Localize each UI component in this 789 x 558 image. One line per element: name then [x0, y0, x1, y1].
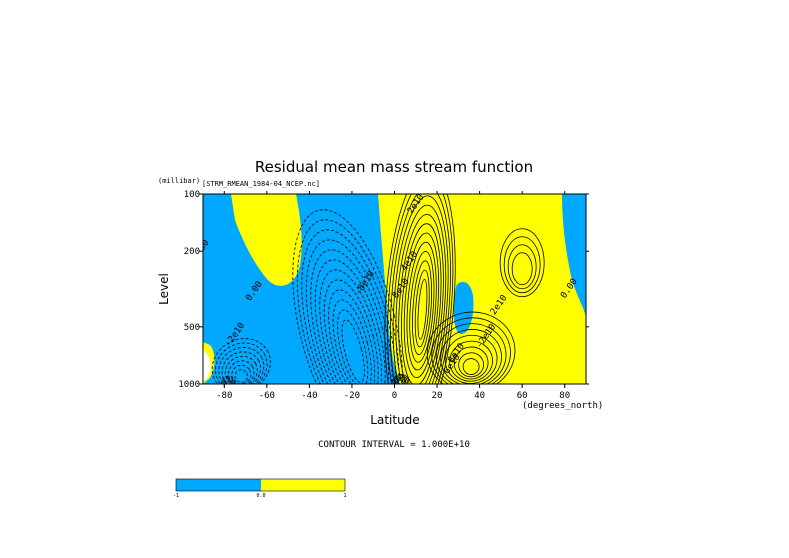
positive-contour	[384, 194, 456, 384]
contour-interval-text: CONTOUR INTERVAL = 1.000E+10	[318, 440, 470, 450]
positive-contour	[511, 252, 533, 286]
positive-contour	[449, 340, 493, 382]
negative-contour	[337, 309, 369, 384]
colorbar-positive	[261, 479, 345, 491]
negative-contour	[218, 347, 265, 384]
x-units-label: (degrees_north)	[522, 401, 603, 411]
positive-contour	[401, 223, 442, 384]
negative-contour	[310, 249, 390, 384]
colorbar-negative	[176, 479, 261, 491]
negative-contour	[221, 375, 236, 384]
negative-contour	[314, 259, 386, 384]
positive-contour	[406, 241, 437, 371]
positive-contour	[387, 194, 454, 384]
positive-contour	[403, 232, 440, 379]
contour-lines	[211, 194, 545, 384]
y-tick-label: 100	[184, 190, 200, 200]
negative-contour	[228, 360, 255, 384]
negative-region-cell	[453, 281, 474, 335]
positive-region-left	[231, 194, 302, 286]
colorbar-label-mid: 0.0	[256, 493, 265, 499]
colorbar: -1 0.0 1	[173, 478, 347, 499]
negative-contour	[211, 338, 271, 384]
x-axis-label: Latitude	[370, 413, 419, 427]
negative-contour	[221, 351, 261, 384]
chart-title: Residual mean mass stream function	[255, 158, 533, 176]
negative-contour	[224, 379, 233, 384]
colorbar-label-min: -1	[173, 493, 179, 499]
negative-contour	[301, 229, 396, 384]
x-tick-label: -80	[216, 391, 232, 401]
negative-contour	[323, 279, 379, 384]
positive-contour	[395, 376, 407, 384]
x-tick-label: -60	[259, 391, 275, 401]
negative-contour	[224, 355, 258, 384]
negative-contour	[223, 378, 234, 384]
negative-contour	[234, 369, 248, 383]
y-tick-label: 200	[184, 247, 200, 257]
positive-contour	[435, 323, 507, 384]
negative-contour	[215, 342, 268, 384]
positive-contour	[507, 244, 537, 290]
contour-label: 0.00	[191, 238, 212, 262]
positive-contour	[462, 358, 480, 375]
x-tick-label: 40	[474, 391, 485, 401]
positive-contour	[396, 378, 406, 384]
chart-subtitle: [STRM_RMEAN_1984-04_NCEP.nc]	[202, 180, 320, 188]
white-region-corner	[203, 350, 211, 380]
negative-contour	[296, 219, 400, 384]
positive-contour	[426, 311, 516, 384]
negative-contour	[222, 376, 235, 384]
positive-contour	[393, 375, 408, 384]
x-tick-label: 80	[559, 391, 570, 401]
negative-contour	[319, 269, 383, 384]
y-tick-label: 500	[184, 323, 200, 333]
negative-contour	[332, 299, 372, 384]
x-tick-label: 0	[392, 391, 397, 401]
y-axis-label: Level	[157, 273, 171, 305]
positive-contour	[398, 214, 444, 384]
negative-contour	[225, 380, 232, 384]
positive-contour	[431, 317, 511, 384]
positive-contour	[503, 236, 541, 294]
negative-contour	[292, 209, 403, 384]
positive-contour	[390, 194, 451, 384]
positive-contour	[414, 269, 430, 348]
positive-contour	[412, 260, 432, 355]
colorbar-label-max: 1	[343, 493, 346, 499]
negative-contour	[341, 319, 365, 383]
x-axis: -80 -60 -40 -20 0 20 40 60 80	[216, 191, 570, 401]
positive-contour	[453, 346, 489, 380]
positive-contour	[395, 204, 447, 384]
x-tick-label: 20	[432, 391, 443, 401]
x-tick-label: 60	[517, 391, 528, 401]
positive-contour	[398, 379, 404, 384]
colorbar-frame	[175, 478, 346, 492]
positive-contour	[392, 373, 410, 384]
x-tick-label: -40	[301, 391, 317, 401]
positive-contour	[417, 278, 428, 340]
positive-contour	[409, 251, 435, 363]
x-tick-label: -20	[344, 391, 360, 401]
positive-contour	[458, 352, 484, 378]
y-tick-label: 1000	[178, 380, 200, 390]
positive-contour	[392, 195, 449, 384]
y-units-label: (millibar)	[158, 177, 200, 185]
positive-contour	[444, 334, 498, 384]
negative-contour	[328, 289, 376, 384]
positive-contour	[440, 329, 502, 384]
positive-contour	[499, 228, 545, 298]
y-axis: 100 200 500 1000	[178, 190, 589, 390]
